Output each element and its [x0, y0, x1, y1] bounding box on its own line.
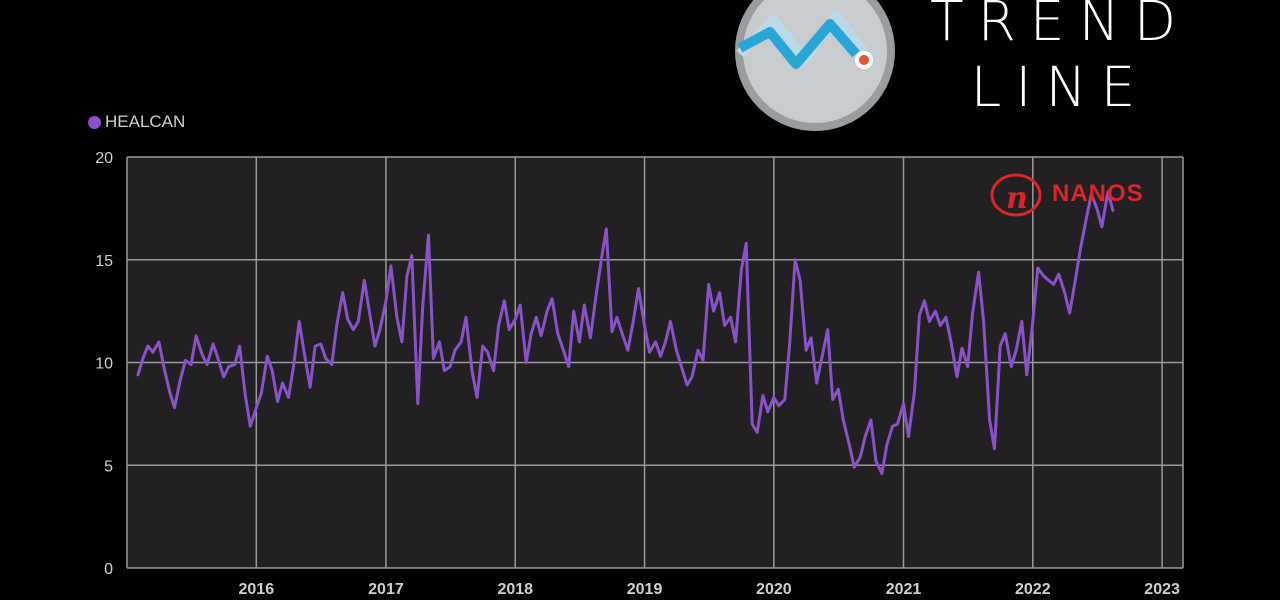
brand-line-2: LINE [970, 55, 1150, 119]
nanos-logo-icon: n [990, 173, 1042, 217]
x-tick-label: 2022 [1015, 581, 1051, 598]
brand-line-1: TREND [930, 0, 1191, 53]
nanos-watermark-text: NANOS [1052, 180, 1144, 207]
y-tick-label: 20 [95, 150, 113, 167]
x-tick-label: 2023 [1144, 581, 1180, 598]
x-tick-label: 2021 [886, 581, 922, 598]
legend: HEALCAN [88, 112, 185, 132]
legend-marker-healcan [88, 115, 101, 129]
x-tick-label: 2017 [368, 581, 404, 598]
y-tick-label: 10 [95, 356, 113, 373]
legend-label-healcan: HEALCAN [105, 112, 186, 131]
x-tick-label: 2020 [756, 581, 792, 598]
x-tick-label: 2016 [239, 581, 275, 598]
x-tick-label: 2018 [497, 581, 533, 598]
y-tick-label: 0 [104, 561, 113, 578]
y-tick-label: 5 [104, 458, 113, 475]
axis-tick-labels: 0 5 10 15 20 2016 2017 2018 2019 2020 2021 2022 2023 [95, 150, 1180, 598]
x-tick-label: 2019 [627, 581, 663, 598]
series-layer [136, 190, 1115, 475]
series-line-healcan [136, 190, 1115, 475]
gridlines [126, 156, 1184, 569]
trendline-logo-icon [735, 0, 895, 131]
brand-wordmark: TREND LINE [930, 0, 1190, 120]
y-tick-label: 15 [95, 253, 113, 270]
svg-text:n: n [1006, 181, 1028, 216]
